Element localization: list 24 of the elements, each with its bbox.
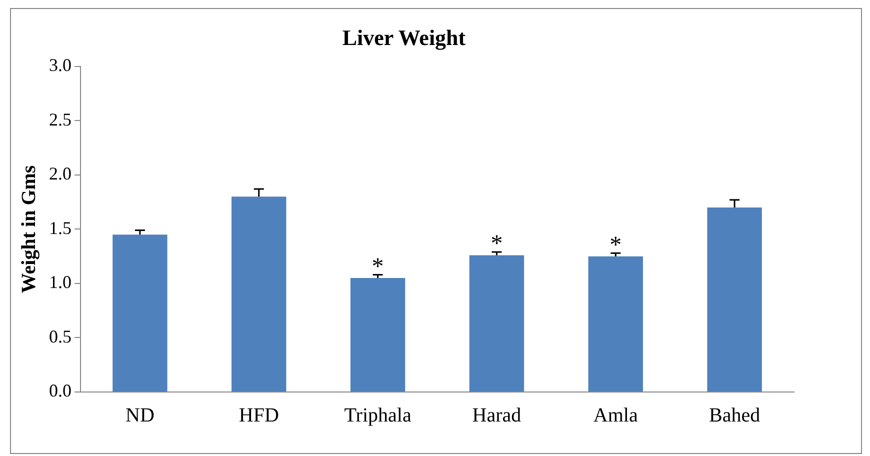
y-tick-label: 2.5	[49, 109, 72, 130]
y-tick-label: 3.0	[49, 55, 72, 76]
annotation: *	[372, 254, 384, 280]
x-tick-label: Harad	[472, 404, 522, 426]
bar	[232, 196, 286, 392]
x-tick-label: HFD	[238, 404, 279, 426]
y-axis-title: Weight in Gms	[18, 165, 40, 294]
annotation: *	[610, 232, 622, 258]
bar	[588, 256, 643, 392]
y-tick-label: 1.5	[49, 218, 72, 238]
y-tick-label: 1.0	[49, 272, 72, 292]
y-tick-label: 2.0	[49, 164, 72, 184]
bar	[707, 207, 762, 392]
bar	[469, 255, 524, 392]
y-tick-label: 0.5	[49, 326, 72, 346]
bar	[350, 278, 406, 392]
x-tick-label: ND	[126, 404, 154, 426]
x-tick-label: Bahed	[708, 404, 760, 426]
annotation: *	[490, 231, 503, 258]
x-tick-label: Triphala	[344, 404, 412, 426]
y-tick-label: 0.0	[49, 380, 72, 401]
chart-title: Liver Weight	[342, 24, 466, 50]
x-tick-label: Amla	[593, 404, 638, 426]
bar	[112, 234, 168, 392]
